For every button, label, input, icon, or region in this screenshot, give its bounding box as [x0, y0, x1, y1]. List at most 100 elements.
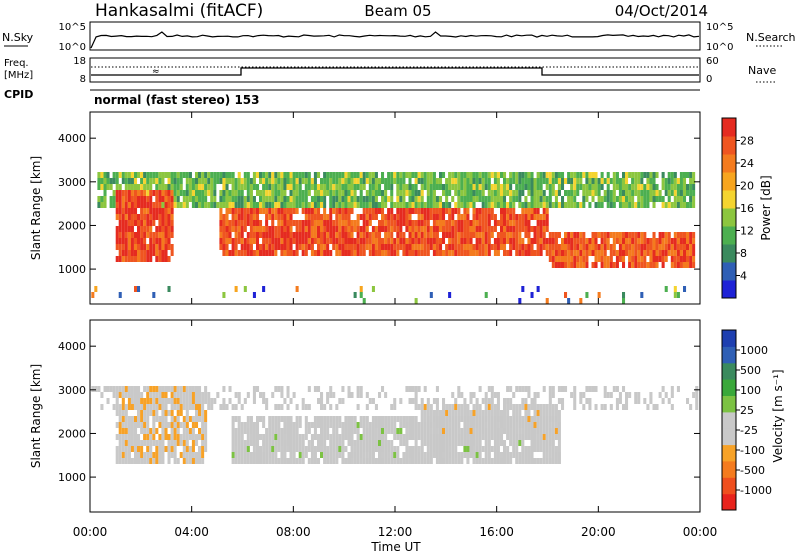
- velocity-cell: [561, 404, 565, 410]
- velocity-cell: [265, 458, 269, 464]
- power-cell: [570, 178, 574, 184]
- power-cell: [118, 184, 122, 190]
- velocity-cell: [310, 452, 314, 458]
- power-cell: [149, 250, 153, 256]
- power-cell: [298, 226, 302, 232]
- velocity-cell: [292, 428, 296, 434]
- power-cell: [454, 178, 458, 184]
- power-cell: [445, 244, 449, 250]
- velocity-cell: [487, 428, 491, 434]
- power-cell: [503, 244, 507, 250]
- power-cell: [652, 190, 656, 196]
- power-cell: [588, 238, 592, 244]
- power-cell: [500, 226, 504, 232]
- velocity-cell: [417, 428, 421, 434]
- power-cell: [652, 232, 656, 238]
- velocity-cell: [548, 386, 552, 392]
- velocity-cell: [445, 416, 449, 422]
- power-cell: [158, 178, 162, 184]
- velocity-cell: [548, 422, 552, 428]
- velocity-cell: [283, 398, 287, 404]
- velocity-cell: [478, 458, 482, 464]
- power-cell: [137, 244, 141, 250]
- velocity-cell: [118, 458, 122, 464]
- velocity-cell: [408, 446, 412, 452]
- power-cell: [622, 292, 626, 298]
- power-cell: [518, 232, 522, 238]
- velocity-cell: [262, 434, 266, 440]
- power-cell: [137, 220, 141, 226]
- power-cell: [249, 226, 253, 232]
- power-cell: [597, 190, 601, 196]
- power-cell: [487, 196, 491, 202]
- power-cell: [356, 178, 360, 184]
- velocity-cell: [323, 428, 327, 434]
- power-cell: [252, 178, 256, 184]
- velocity-cell: [152, 386, 156, 392]
- power-cell: [557, 172, 561, 178]
- velocity-cell: [490, 428, 494, 434]
- velocity-cell: [185, 422, 189, 428]
- power-cell: [533, 184, 537, 190]
- velocity-cell: [548, 392, 552, 398]
- power-cell: [576, 238, 580, 244]
- velocity-cell: [469, 434, 473, 440]
- beam-title: Beam 05: [364, 2, 431, 20]
- power-cell: [606, 178, 610, 184]
- velocity-cell: [420, 398, 424, 404]
- power-cell: [457, 202, 461, 208]
- velocity-cell: [149, 434, 153, 440]
- power-cell: [393, 202, 397, 208]
- power-cell: [426, 172, 430, 178]
- velocity-cell: [527, 422, 531, 428]
- velocity-cell: [207, 398, 211, 404]
- velocity-cell: [134, 446, 138, 452]
- power-cell: [591, 178, 595, 184]
- velocity-cell: [551, 446, 555, 452]
- velocity-cell: [414, 386, 418, 392]
- power-cell: [384, 250, 388, 256]
- velocity-cell: [143, 404, 147, 410]
- velocity-cell: [198, 452, 202, 458]
- power-cell: [399, 190, 403, 196]
- power-cell: [515, 238, 519, 244]
- velocity-cell: [591, 386, 595, 392]
- power-cell: [679, 250, 683, 256]
- velocity-cell: [280, 440, 284, 446]
- power-cell: [173, 196, 177, 202]
- power-cell: [320, 220, 324, 226]
- power-cell: [246, 214, 250, 220]
- power-cell: [295, 202, 299, 208]
- velocity-cell: [283, 458, 287, 464]
- velocity-cell: [451, 392, 455, 398]
- power-cell: [439, 208, 443, 214]
- velocity-cell: [503, 458, 507, 464]
- power-cell: [545, 202, 549, 208]
- velocity-cell: [472, 422, 476, 428]
- power-cell: [683, 172, 687, 178]
- velocity-cell: [219, 404, 223, 410]
- velocity-cell: [460, 392, 464, 398]
- velocity-cell: [143, 428, 147, 434]
- power-cell: [527, 250, 531, 256]
- power-cell: [399, 220, 403, 226]
- power-cell: [390, 184, 394, 190]
- velocity-cell: [130, 458, 134, 464]
- velocity-cell: [365, 458, 369, 464]
- power-cell: [518, 196, 522, 202]
- velocity-cell: [387, 416, 391, 422]
- velocity-cell: [182, 452, 186, 458]
- power-cell: [353, 220, 357, 226]
- power-cell: [350, 208, 354, 214]
- velocity-cell: [91, 386, 95, 392]
- velocity-cell: [146, 422, 150, 428]
- power-cell: [204, 172, 208, 178]
- power-cell: [631, 184, 635, 190]
- power-cell: [493, 202, 497, 208]
- power-cell: [652, 256, 656, 262]
- power-cell: [149, 232, 153, 238]
- velocity-cell: [344, 446, 348, 452]
- power-cell: [655, 238, 659, 244]
- velocity-cell: [161, 452, 165, 458]
- velocity-cell: [268, 452, 272, 458]
